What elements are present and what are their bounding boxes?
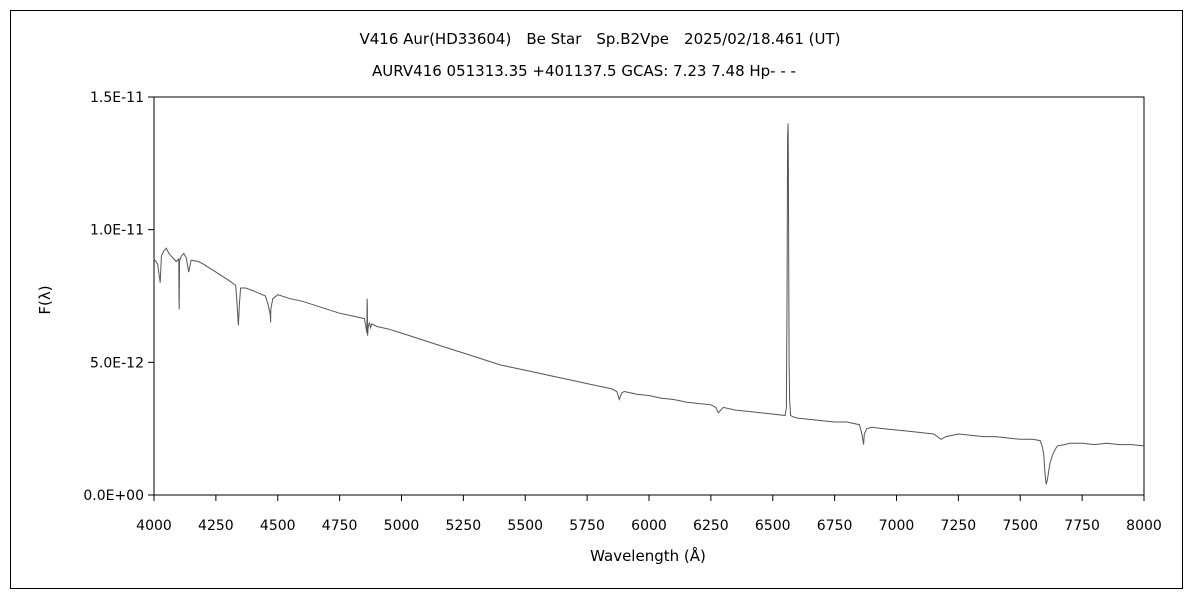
x-tick-label: 6500 (755, 518, 791, 534)
x-tick-label: 4750 (322, 518, 358, 534)
plot-area (153, 96, 1145, 496)
chart-subtitle: AURV416 051313.35 +401137.5 GCAS: 7.23 7… (372, 62, 796, 80)
x-tick-label: 5000 (384, 518, 420, 534)
x-tick-label: 7750 (1064, 518, 1100, 534)
x-axis: 4000 4250 4500 4750 5000 5250 5500 5750 6000 6250… (136, 495, 1162, 534)
series-line-spectrum (153, 123, 1145, 485)
y-tick-label: 1.5E-11 (90, 90, 144, 106)
x-tick-label: 7000 (879, 518, 915, 534)
x-tick-label: 6250 (693, 518, 729, 534)
y-tick-label: 5.0E-12 (90, 355, 144, 371)
x-tick-label: 7500 (1002, 518, 1038, 534)
x-tick-label: 4250 (198, 518, 234, 534)
x-tick-label: 4500 (260, 518, 296, 534)
chart-frame (10, 10, 1183, 589)
x-tick-label: 5250 (446, 518, 482, 534)
y-tick-label: 0.0E+00 (83, 488, 144, 504)
x-tick-label: 5750 (569, 518, 605, 534)
x-tick-label: 7250 (941, 518, 977, 534)
x-tick-label: 8000 (1126, 518, 1162, 534)
y-axis: 0.0E+00 5.0E-12 1.0E-11 1.5E-11 (83, 90, 154, 504)
x-axis-label: Wavelength (Å) (590, 546, 706, 565)
x-tick-label: 6750 (817, 518, 853, 534)
chart-title: V416 Aur(HD33604) Be Star Sp.B2Vpe 2025/… (359, 30, 840, 48)
y-axis-label: F(λ) (36, 285, 54, 314)
x-tick-label: 5500 (507, 518, 543, 534)
x-tick-label: 4000 (136, 518, 172, 534)
y-tick-label: 1.0E-11 (90, 223, 144, 239)
x-tick-label: 6000 (631, 518, 667, 534)
